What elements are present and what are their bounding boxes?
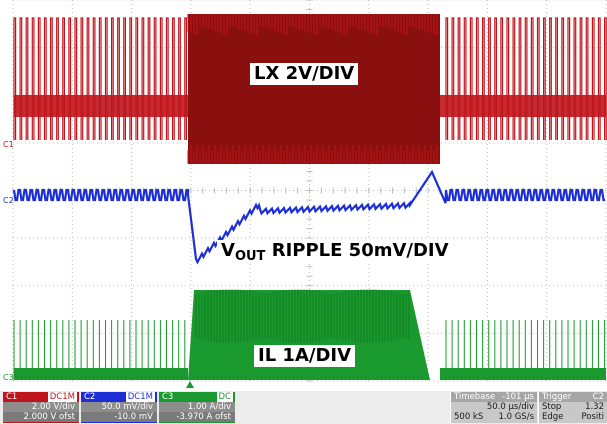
channel-1-marker[interactable]: C1 <box>3 140 14 149</box>
il-label-text: IL 1A/DIV <box>258 345 352 366</box>
channel-3-coupling: DC <box>216 392 233 402</box>
trigger-slope: Positi <box>581 412 604 422</box>
channel-2-offset: -10.0 mV <box>81 412 157 422</box>
channel-3-offset: -3.970 A ofst <box>159 412 235 422</box>
channel-1-descriptor[interactable]: C1 DC1M 2.00 V/div 2.000 V ofst <box>3 392 79 423</box>
il-baseline-band <box>14 368 188 380</box>
channel-3-name: C3 <box>162 392 174 402</box>
channel-3-marker[interactable]: C3 <box>3 373 14 382</box>
trigger-source: C2 <box>592 392 604 402</box>
lx-trace-label: LX 2V/DIV <box>250 63 359 85</box>
channel-3-scale: 1.00 A/div <box>159 402 235 412</box>
channel-2-marker[interactable]: C2 <box>3 196 14 205</box>
timebase-per-div: 50.0 µs/div <box>486 402 534 412</box>
lx-switching-pulses <box>13 17 607 140</box>
vout-label-rest: RIPPLE 50mV/DIV <box>271 240 449 261</box>
channel-3-descriptor[interactable]: C3 DC 1.00 A/div -3.970 A ofst <box>159 392 235 423</box>
lx-baseline-band <box>14 95 190 117</box>
trigger-position-marker[interactable] <box>186 381 194 388</box>
timebase-title: Timebase <box>454 392 496 402</box>
lx-baseline-band <box>440 95 606 117</box>
trigger-descriptor[interactable]: Trigger C2 Stop 1.32 Edge Positi <box>538 392 607 423</box>
lx-label-text: LX 2V/DIV <box>254 63 355 84</box>
il-current-ripple <box>195 289 410 343</box>
channel-2-scale: 50.0 mV/div <box>81 402 157 412</box>
trigger-title: Trigger <box>542 392 572 402</box>
il-pulses <box>13 320 606 380</box>
channel-2-name: C2 <box>84 392 96 402</box>
vout-label-v: V <box>221 240 235 261</box>
timebase-samples: 500 kS <box>454 412 484 422</box>
trigger-level: 1.32 <box>585 402 604 412</box>
waveform-display: C1 C2 C3 <box>3 0 607 388</box>
il-trace-label: IL 1A/DIV <box>254 345 356 367</box>
status-bar: C1 DC1M 2.00 V/div 2.000 V ofst C2 DC1M 50… <box>0 391 607 424</box>
lx-burst-edges <box>187 14 438 164</box>
timebase-rate: 1.0 GS/s <box>498 412 535 422</box>
timebase-descriptor[interactable]: Timebase -101 µs 50.0 µs/div 500 kS 1.0 G… <box>450 392 537 423</box>
vout-trace-label: VOUT RIPPLE 50mV/DIV <box>217 240 453 264</box>
channel-2-coupling: DC1M <box>125 392 155 402</box>
vout-label-subscript: OUT <box>234 249 266 264</box>
vout-ripple-trace <box>12 169 605 265</box>
channel-1-offset: 2.000 V ofst <box>3 412 79 422</box>
timebase-delay: -101 µs <box>502 392 534 402</box>
trigger-type: Edge <box>542 412 564 422</box>
waveform-traces <box>12 14 607 380</box>
trigger-mode: Stop <box>542 402 562 412</box>
channel-2-descriptor[interactable]: C2 DC1M 50.0 mV/div -10.0 mV <box>81 392 157 423</box>
il-baseline-band <box>440 368 606 380</box>
lx-burst-region <box>188 14 440 164</box>
channel-1-scale: 2.00 V/div <box>3 402 79 412</box>
channel-1-name: C1 <box>6 392 18 402</box>
channel-1-coupling: DC1M <box>47 392 77 402</box>
